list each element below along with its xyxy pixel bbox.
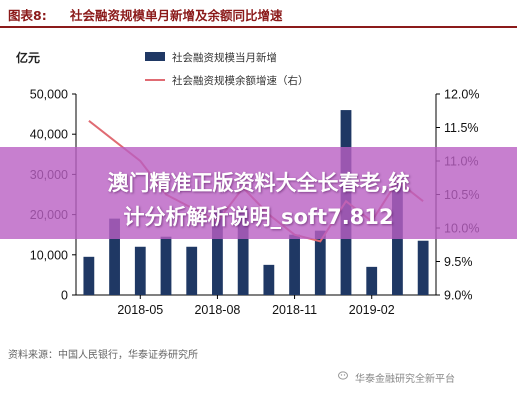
bar	[314, 230, 326, 295]
right-tick-label: 11.5%	[444, 121, 479, 135]
x-tick-label: 2018-08	[194, 303, 240, 317]
right-tick-label: 12.0%	[444, 88, 479, 102]
bar	[109, 218, 120, 295]
figure-number: 图表8:	[8, 8, 47, 23]
left-tick-label: 10,000	[30, 248, 68, 262]
left-axis-unit: 亿元	[16, 50, 40, 65]
bar	[186, 246, 198, 295]
x-tick-label: 2018-11	[272, 303, 317, 317]
left-tick-label: 50,000	[30, 88, 68, 102]
source-note: 资料来源：中国人民银行，华泰证券研究所	[8, 350, 198, 361]
right-tick-label: 9.0%	[444, 289, 473, 303]
legend-label-line: 社会融资规模余额增速（右）	[172, 74, 309, 87]
watermark-text: 华泰金融研究全新平台	[355, 374, 455, 385]
figure-title: 社会融资规模单月新增及余额同比增速	[70, 8, 283, 23]
bar	[83, 256, 95, 295]
bar	[366, 266, 378, 295]
overlay-text-line-1: 澳门精准正版资料大全长春老,统	[107, 171, 410, 195]
bar	[134, 246, 146, 295]
bar	[263, 264, 275, 295]
figure-title-bar: 图表8: 社会融资规模单月新增及余额同比增速	[0, 0, 517, 28]
legend-swatch-bars	[145, 52, 165, 61]
wechat-icon	[338, 371, 348, 380]
overlay-text-line-2: 计分析解析说明_soft7.812	[123, 205, 394, 229]
bar	[212, 210, 223, 295]
bar	[160, 236, 172, 295]
right-tick-label: 9.5%	[444, 255, 473, 269]
bar	[417, 240, 429, 295]
overlay-banner: 澳门精准正版资料大全长春老,统 计分析解析说明_soft7.812	[0, 147, 517, 239]
x-tick-label: 2018-05	[117, 303, 163, 317]
left-tick-label: 0	[61, 289, 68, 303]
legend-label-bars: 社会融资规模当月新增	[172, 51, 277, 64]
bar	[289, 234, 300, 295]
x-tick-label: 2019-02	[349, 303, 395, 317]
bar	[237, 208, 249, 295]
left-tick-label: 40,000	[30, 128, 68, 142]
